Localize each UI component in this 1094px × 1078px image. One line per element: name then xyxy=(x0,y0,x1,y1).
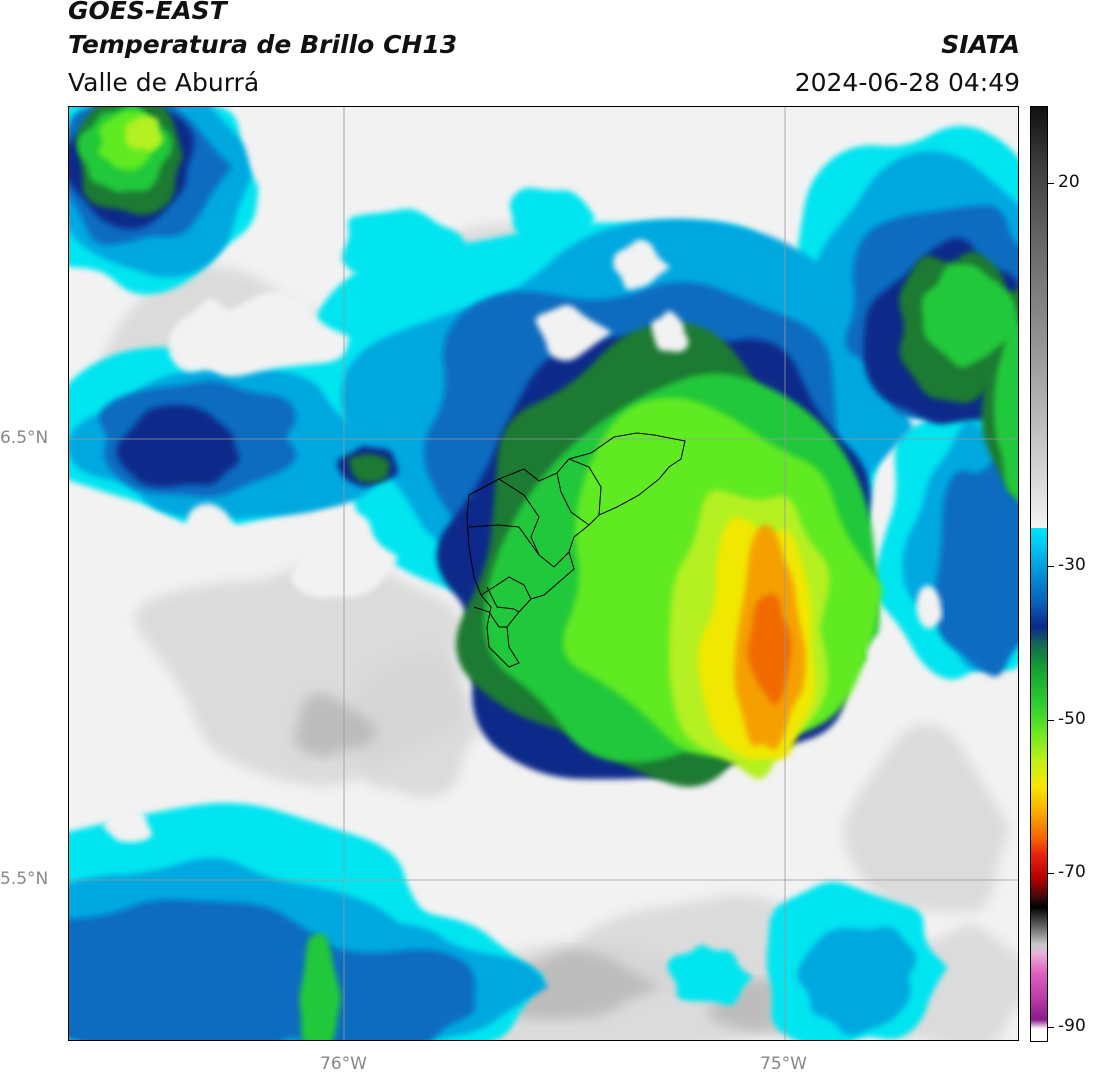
product-title: Temperatura de Brillo CH13 xyxy=(68,30,458,59)
colorbar-tick-label: -50 xyxy=(1058,708,1086,729)
colorbar-tick-label: -90 xyxy=(1058,1015,1086,1036)
clear-sky-patch xyxy=(576,894,829,993)
colorbar-tick-label: -70 xyxy=(1058,862,1086,883)
region-title: Valle de Aburrá xyxy=(68,68,260,97)
cloud-contour xyxy=(116,404,240,487)
clear-gap xyxy=(103,810,153,843)
cloud-contour xyxy=(797,926,917,1036)
cloud-contour xyxy=(921,264,1018,368)
datetime-label: 2024-06-28 04:49 xyxy=(794,68,1020,97)
clear-gap xyxy=(168,299,256,372)
cloud-contour xyxy=(348,453,390,483)
lat-label-5-5n: 5.5°N xyxy=(0,869,49,889)
clear-sky-patch xyxy=(293,693,376,757)
lat-label-6-5n: 6.5°N xyxy=(0,428,49,448)
map-canvas xyxy=(69,107,1018,1040)
satellite-title: GOES-EAST xyxy=(68,0,227,25)
clear-gap xyxy=(866,635,890,665)
colorbar-tick xyxy=(1048,1026,1054,1028)
colorbar-tick xyxy=(1048,182,1054,184)
clear-gap xyxy=(613,239,671,290)
cloud-contour xyxy=(747,594,792,705)
clear-sky-patch xyxy=(340,651,482,799)
lon-label-76w: 76°W xyxy=(320,1054,367,1074)
cloud-contour xyxy=(933,459,1018,677)
cloud-layers xyxy=(69,107,1018,1040)
colorbar xyxy=(1030,106,1048,1042)
clear-gap xyxy=(172,503,252,570)
colorbar-tick xyxy=(1048,719,1054,721)
cloud-contour xyxy=(299,933,342,1040)
cloud-contour xyxy=(993,320,1018,501)
org-title: SIATA xyxy=(941,30,1020,59)
cloud-contour xyxy=(509,187,595,249)
cloud-contour xyxy=(341,208,468,290)
brightness-temperature-map xyxy=(68,106,1019,1041)
colorbar-tick-label: -30 xyxy=(1058,555,1086,576)
clear-gap xyxy=(916,585,943,629)
colorbar-gradient xyxy=(1031,107,1047,1041)
clear-gap xyxy=(291,510,399,598)
lon-label-75w: 75°W xyxy=(760,1054,807,1074)
cloud-contour xyxy=(667,945,754,1006)
clear-gap xyxy=(535,305,612,361)
colorbar-tick xyxy=(1048,873,1054,875)
cloud-contour xyxy=(125,115,163,151)
municipality-boundaries xyxy=(466,432,686,668)
colorbar-tick-label: 20 xyxy=(1058,171,1080,192)
clear-sky-patch xyxy=(490,949,662,1020)
clear-sky-patch xyxy=(843,724,1011,913)
colorbar-tick xyxy=(1048,566,1054,568)
clear-gap xyxy=(651,311,689,353)
